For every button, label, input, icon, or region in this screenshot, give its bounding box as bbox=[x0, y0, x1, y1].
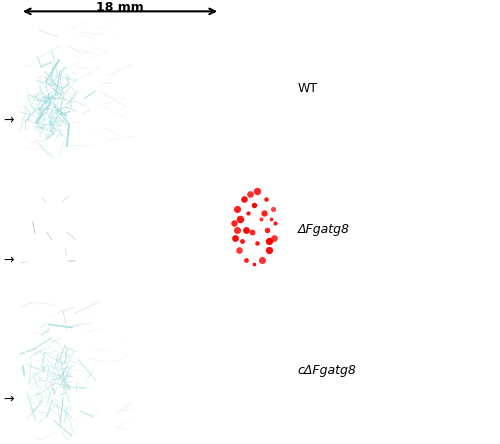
Text: 18 mm: 18 mm bbox=[96, 1, 144, 14]
Text: WT: WT bbox=[298, 82, 318, 95]
Text: →: → bbox=[4, 393, 14, 406]
Text: →: → bbox=[4, 253, 14, 266]
Text: →: → bbox=[4, 113, 14, 127]
Text: cΔFgatg8: cΔFgatg8 bbox=[298, 364, 356, 377]
Text: ΔFgatg8: ΔFgatg8 bbox=[298, 223, 350, 236]
